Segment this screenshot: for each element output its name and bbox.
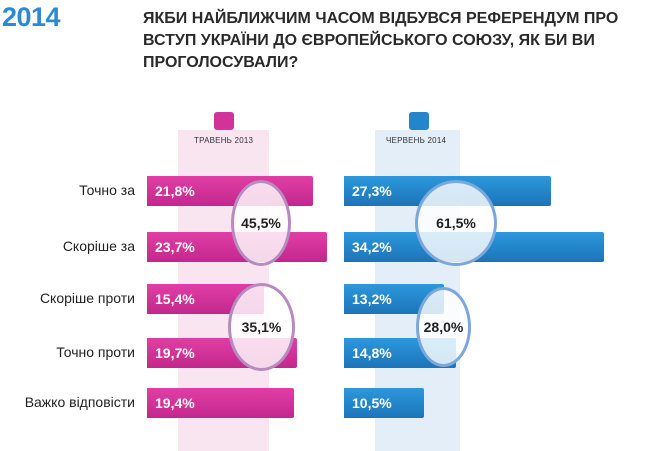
category-label: Точно проти <box>56 344 135 360</box>
legend-label: ТРАВЕНЬ 2013 <box>194 136 254 145</box>
data-label: 23,7% <box>155 239 195 255</box>
bar <box>147 388 294 418</box>
sum-ellipse: 28,0% <box>416 287 471 367</box>
sum-label: 28,0% <box>423 319 464 335</box>
data-label: 10,5% <box>352 395 392 411</box>
chart-title-line: ВСТУП УКРАЇНИ ДО ЄВРОПЕЙСЬКОГО СОЮЗУ, ЯК… <box>143 32 595 49</box>
chart-title-line: ПРОГОЛОСУВАЛИ? <box>143 54 299 71</box>
year-label: 2014 <box>2 2 61 32</box>
sum-label: 61,5% <box>436 215 476 231</box>
data-label: 15,4% <box>155 291 195 307</box>
sum-label: 35,1% <box>241 319 282 335</box>
chart-title: ЯКБИ НАЙБЛИЖЧИМ ЧАСОМ ВІДБУВСЯ РЕФЕРЕНДУ… <box>143 8 658 74</box>
bar <box>344 388 424 418</box>
data-label: 19,7% <box>155 345 195 361</box>
sum-label: 45,5% <box>241 215 281 231</box>
data-label: 21,8% <box>155 183 195 199</box>
category-label: Скоріше проти <box>39 290 135 306</box>
data-label: 34,2% <box>352 239 392 255</box>
category-label: Точно за <box>79 182 135 198</box>
legend-label: ЧЕРВЕНЬ 2014 <box>386 136 447 145</box>
chart-title-line: ЯКБИ НАЙБЛИЖЧИМ ЧАСОМ ВІДБУВСЯ РЕФЕРЕНДУ… <box>143 10 619 27</box>
legend-swatch <box>214 112 234 130</box>
sum-ellipse: 35,1% <box>228 283 295 371</box>
sum-ellipse: 45,5% <box>231 180 291 266</box>
data-label: 19,4% <box>155 395 195 411</box>
sum-ellipse: 61,5% <box>415 180 497 266</box>
category-label: Скоріше за <box>62 238 135 254</box>
data-label: 27,3% <box>352 183 392 199</box>
data-label: 14,8% <box>352 345 392 361</box>
category-label: Важко відповісти <box>24 394 135 410</box>
legend-swatch <box>409 112 429 130</box>
data-label: 13,2% <box>352 291 392 307</box>
